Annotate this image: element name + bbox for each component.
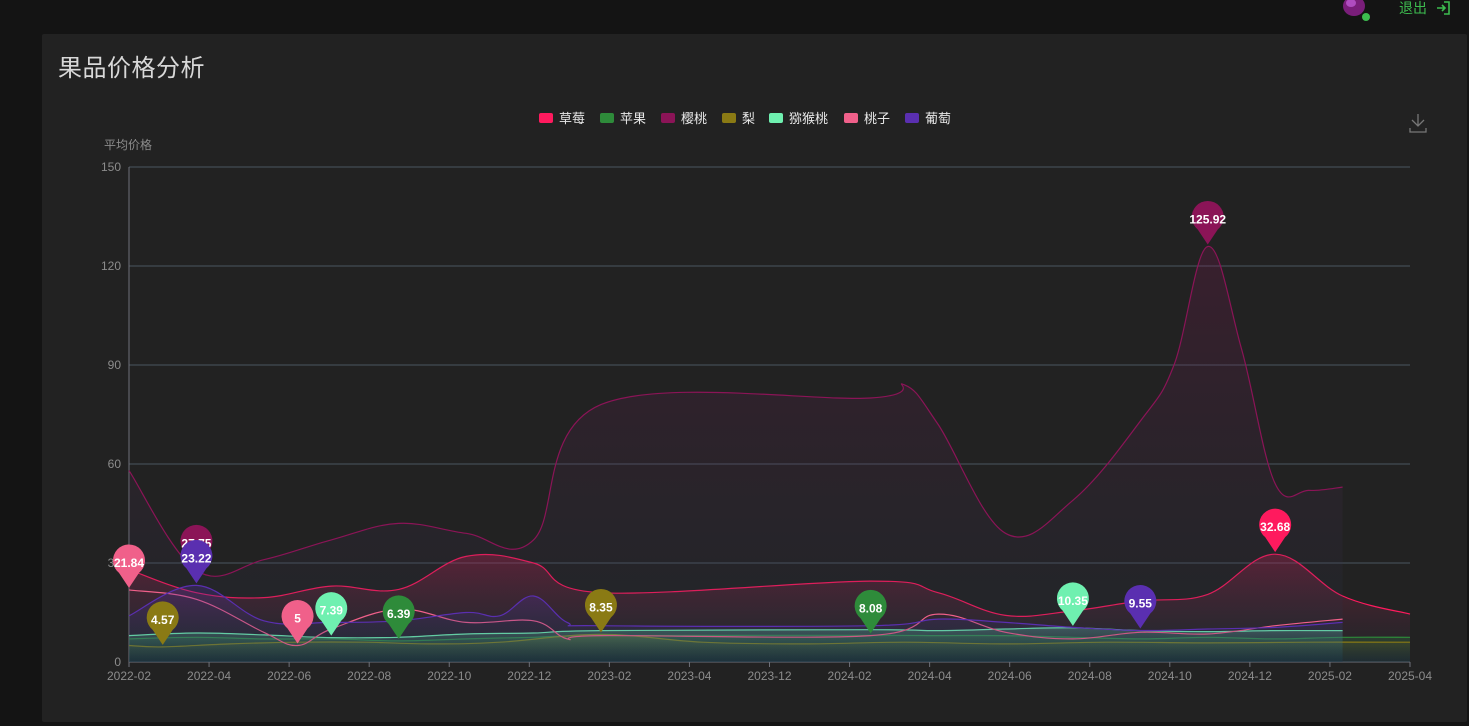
- marker-label-桃子-max: 21.84: [114, 556, 144, 570]
- x-tick-label: 2024-08: [1068, 669, 1112, 683]
- marker-pin-葡萄-max[interactable]: [180, 539, 213, 584]
- marker-label-猕猴桃-min: 7.39: [320, 604, 344, 618]
- marker-pin-草莓-max[interactable]: [1259, 508, 1292, 553]
- marker-pin-猕猴桃-max[interactable]: [1056, 582, 1089, 626]
- x-tick-label: 2025-04: [1388, 669, 1432, 683]
- marker-label-苹果-mid: 8.08: [859, 601, 883, 615]
- panel-title: 果品价格分析: [58, 54, 205, 82]
- avatar[interactable]: [1341, 0, 1371, 22]
- marker-label-苹果-min: 6.39: [387, 607, 411, 621]
- marker-pin-苹果-mid[interactable]: [854, 589, 887, 634]
- y-tick-label: 60: [108, 457, 122, 471]
- marker-pin-樱桃-max[interactable]: [1191, 200, 1224, 245]
- legend-swatch-苹果[interactable]: [600, 113, 614, 123]
- marker-pin-梨-min[interactable]: [146, 601, 179, 645]
- x-tick-label: 2023-04: [667, 669, 711, 683]
- x-tick-label: 2024-06: [988, 669, 1032, 683]
- marker-pin-猕猴桃-min[interactable]: [315, 592, 348, 636]
- marker-pin-梨-max[interactable]: [584, 588, 617, 633]
- x-tick-label: 2024-12: [1228, 669, 1272, 683]
- x-tick-label: 2023-02: [587, 669, 631, 683]
- legend-swatch-猕猴桃[interactable]: [769, 113, 783, 123]
- legend-item-猕猴桃[interactable]: 猕猴桃: [789, 112, 828, 127]
- legend-swatch-桃子[interactable]: [844, 113, 858, 123]
- x-tick-label: 2025-02: [1308, 669, 1352, 683]
- marker-label-樱桃-max: 125.92: [1189, 212, 1226, 226]
- legend-item-葡萄[interactable]: 葡萄: [925, 112, 951, 127]
- x-tick-label: 2023-12: [747, 669, 791, 683]
- legend-item-草莓[interactable]: 草莓: [559, 112, 585, 127]
- series-area-葡萄: [129, 585, 1343, 662]
- marker-label-梨-min: 4.57: [151, 613, 175, 627]
- marker-pin-葡萄-min[interactable]: [1124, 584, 1157, 629]
- x-tick-label: 2022-12: [507, 669, 551, 683]
- x-tick-label: 2022-10: [427, 669, 471, 683]
- x-tick-label: 2022-08: [347, 669, 391, 683]
- download-icon[interactable]: [1409, 114, 1427, 133]
- price-chart: 0306090120150平均价格2022-022022-042022-0620…: [101, 111, 1432, 683]
- top-bar: 退出: [0, 0, 1469, 34]
- marker-pin-苹果-min[interactable]: [382, 595, 415, 639]
- y-axis-title: 平均价格: [104, 137, 152, 152]
- marker-label-猕猴桃-max: 10.35: [1058, 594, 1088, 608]
- x-tick-label: 2024-10: [1148, 669, 1192, 683]
- y-tick-label: 120: [101, 259, 121, 273]
- y-tick-label: 0: [114, 655, 121, 669]
- series-line-樱桃[interactable]: [128, 245, 1343, 577]
- legend-swatch-樱桃[interactable]: [661, 113, 675, 123]
- x-tick-label: 2024-04: [908, 669, 952, 683]
- legend-item-梨[interactable]: 梨: [742, 112, 755, 127]
- logout-button[interactable]: 退出: [1399, 0, 1451, 18]
- logout-label: 退出: [1399, 1, 1427, 17]
- marker-label-葡萄-max: 23.22: [181, 551, 211, 565]
- x-tick-label: 2022-04: [187, 669, 231, 683]
- marker-label-梨-max: 8.35: [589, 600, 613, 614]
- marker-pin-桃子-min[interactable]: [281, 600, 314, 644]
- chart-panel: 果品价格分析 0306090120150平均价格2022-022022-0420…: [42, 34, 1467, 722]
- legend-swatch-葡萄[interactable]: [905, 113, 919, 123]
- x-tick-label: 2022-02: [107, 669, 151, 683]
- marker-label-桃子-min: 5: [294, 612, 301, 626]
- x-tick-label: 2022-06: [267, 669, 311, 683]
- x-tick-label: 2024-02: [828, 669, 872, 683]
- legend-swatch-梨[interactable]: [722, 113, 736, 123]
- y-tick-label: 90: [108, 358, 122, 372]
- marker-pin-桃子-max[interactable]: [113, 544, 145, 588]
- legend-swatch-草莓[interactable]: [539, 113, 553, 123]
- y-tick-label: 150: [101, 160, 121, 174]
- legend-item-桃子[interactable]: 桃子: [864, 112, 890, 127]
- marker-label-葡萄-min: 9.55: [1129, 596, 1153, 610]
- logout-icon: [1437, 1, 1450, 15]
- series-area-樱桃: [129, 246, 1343, 663]
- legend-item-樱桃[interactable]: 樱桃: [681, 111, 707, 127]
- marker-label-草莓-max: 32.68: [1260, 520, 1290, 534]
- legend-item-苹果[interactable]: 苹果: [620, 112, 646, 127]
